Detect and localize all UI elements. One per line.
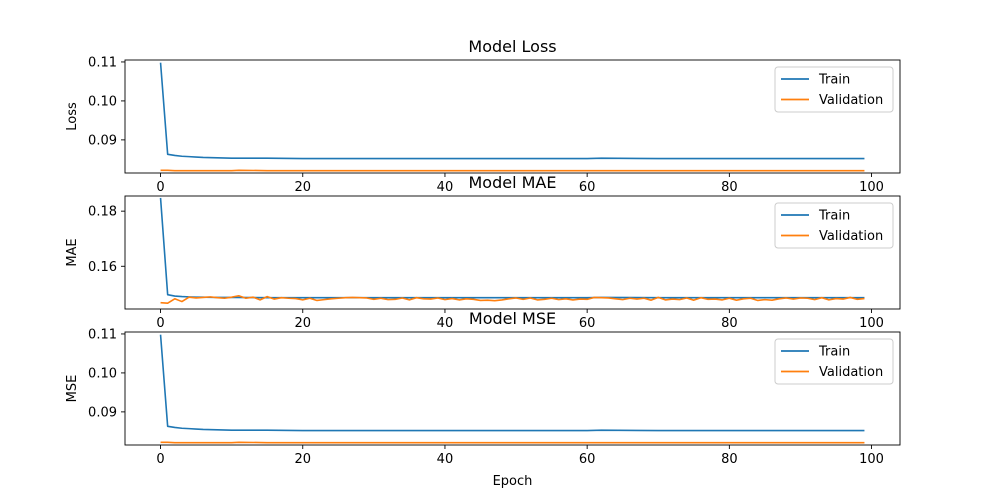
mse-xtick-label: 80 [721, 452, 738, 467]
mae-title: Model MAE [469, 173, 557, 192]
mse-xtick-label: 0 [156, 452, 164, 467]
mse-title: Model MSE [469, 309, 556, 328]
mse-ytick-label: 0.09 [88, 405, 117, 420]
loss-series-train-line [159, 62, 865, 160]
loss-ytick-label: 0.10 [88, 94, 117, 109]
mae-series-validation-line [160, 294, 865, 305]
mae-axes-frame [124, 195, 901, 310]
mse-axes-frame [124, 331, 901, 446]
mse-legend: Train Validation [774, 338, 894, 385]
loss-ytick-label: 0.11 [88, 55, 117, 70]
mse-xtick-label: 20 [294, 452, 311, 467]
mae-panel: 0 20 40 60 80 100 0.16 0.18 Model MAE MAE Train Val… [65, 173, 901, 331]
mae-ylabel: MAE [65, 238, 80, 266]
loss-title: Model Loss [468, 37, 556, 56]
mse-xtick-label: 60 [579, 452, 596, 467]
loss-ytick-label: 0.09 [88, 133, 117, 148]
mae-xtick-label: 60 [579, 316, 596, 331]
mae-xtick-label: 80 [721, 316, 738, 331]
mse-panel: 0 20 40 60 80 100 0.09 0.10 0.11 Model MSE MSE Epoc… [65, 309, 901, 489]
loss-axes-frame [124, 59, 901, 174]
mae-series-train-line [159, 197, 865, 299]
mae-ytick-label: 0.16 [88, 260, 117, 275]
mse-ytick-label: 0.10 [88, 366, 117, 381]
loss-xtick-label: 40 [437, 180, 454, 195]
mae-xtick-label: 40 [437, 316, 454, 331]
loss-xtick-label: 100 [859, 180, 884, 195]
loss-xtick-label: 0 [156, 180, 164, 195]
loss-xtick-label: 20 [294, 180, 311, 195]
mae-legend-label-train: Train [818, 209, 850, 224]
mse-xtick-label: 40 [437, 452, 454, 467]
mse-ytick-label: 0.11 [88, 327, 117, 342]
loss-legend-label-validation: Validation [819, 93, 883, 108]
mae-legend: Train Validation [774, 202, 894, 249]
mse-legend-label-validation: Validation [819, 365, 883, 380]
mse-xlabel: Epoch [493, 474, 533, 489]
loss-legend: Train Validation [774, 66, 894, 113]
mse-ylabel: MSE [65, 375, 80, 403]
loss-xtick-label: 60 [579, 180, 596, 195]
loss-xtick-label: 80 [721, 180, 738, 195]
loss-ylabel: Loss [65, 102, 80, 131]
mae-ytick-label: 0.18 [88, 205, 117, 220]
mae-xtick-label: 0 [156, 316, 164, 331]
loss-panel: 0 20 40 60 80 100 0.09 0.10 0.11 Model Loss Loss Tr… [65, 37, 901, 195]
mae-xtick-label: 100 [859, 316, 884, 331]
loss-legend-label-train: Train [818, 73, 850, 88]
mse-xtick-label: 100 [859, 452, 884, 467]
mae-legend-label-validation: Validation [819, 229, 883, 244]
mse-legend-label-train: Train [818, 345, 850, 360]
mse-series-train-line [159, 334, 865, 432]
mae-xtick-label: 20 [294, 316, 311, 331]
